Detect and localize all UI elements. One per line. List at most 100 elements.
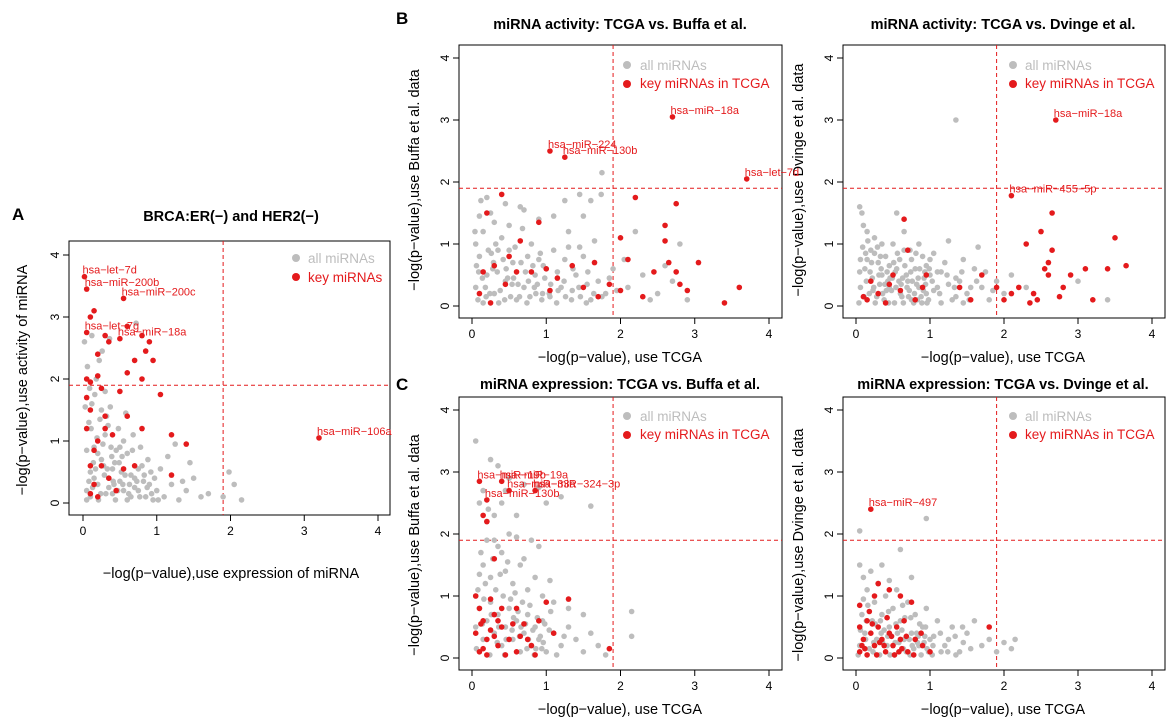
point-key-mirna: [1049, 210, 1055, 216]
point-all-mirna: [510, 259, 516, 266]
point-all-mirna: [537, 633, 544, 640]
point-all-mirna: [912, 611, 918, 618]
point-key-mirna: [860, 293, 867, 300]
point-key-mirna: [484, 210, 490, 216]
point-all-mirna: [482, 580, 489, 587]
x-tick-label: 1: [927, 679, 934, 693]
point-key-mirna: [550, 630, 557, 636]
point-all-mirna: [588, 503, 594, 509]
point-all-mirna: [898, 281, 904, 288]
point-all-mirna: [504, 559, 511, 565]
point-all-mirna: [894, 250, 901, 257]
point-all-mirna: [860, 222, 867, 229]
point-key-mirna: [562, 154, 568, 160]
legend-label-key: key miRNAs: [308, 270, 383, 285]
point-key-mirna: [1056, 293, 1063, 300]
point-key-mirna: [498, 624, 505, 630]
point-all-mirna: [865, 238, 871, 244]
plot-expression-dvinge: 0 1 2 3 4 0 1 2 3 4 hsa−miR−497: [822, 396, 1166, 693]
point-all-mirna: [135, 466, 142, 472]
point-key-mirna: [502, 652, 509, 658]
point-all-mirna: [924, 300, 930, 306]
point-key-mirna: [487, 596, 494, 602]
point-key-mirna: [897, 287, 904, 294]
point-key-mirna: [923, 272, 930, 278]
point-all-mirna: [521, 556, 527, 562]
chart-brca-er-her2: BRCA:ER(−) and HER2(−) −log(p−value),use…: [15, 209, 383, 582]
point-key-mirna: [856, 602, 863, 609]
point-all-mirna: [602, 290, 609, 297]
point-key-mirna: [83, 286, 90, 292]
point-key-mirna: [864, 297, 870, 303]
point-all-mirna: [494, 269, 501, 275]
point-all-mirna: [107, 404, 114, 410]
point-key-mirna: [83, 376, 90, 382]
point-all-mirna: [148, 469, 154, 475]
point-key-mirna: [513, 649, 520, 655]
point-all-mirna: [568, 297, 575, 303]
point-key-mirna: [532, 487, 538, 494]
point-all-mirna: [866, 645, 873, 652]
point-all-mirna: [868, 247, 874, 253]
point-all-mirna: [122, 472, 128, 478]
point-all-mirna: [879, 290, 886, 297]
point-all-mirna: [546, 627, 553, 633]
x-tick-label: 1: [543, 327, 550, 341]
point-all-mirna: [927, 256, 933, 263]
y-axis-label: −log(p−value),use activity of miRNA: [15, 264, 31, 495]
point-all-mirna: [883, 287, 890, 294]
point-all-mirna: [99, 348, 105, 354]
point-key-mirna: [109, 432, 116, 438]
point-key-mirna: [856, 624, 863, 630]
point-all-mirna: [956, 649, 963, 655]
point-key-mirna: [866, 608, 873, 615]
legend-label-all: all miRNAs: [308, 251, 375, 266]
x-tick-label: 3: [1075, 679, 1082, 693]
point-all-mirna: [472, 241, 479, 247]
point-all-mirna: [502, 568, 509, 574]
point-key-mirna: [94, 494, 101, 500]
legend-label-key: key miRNAs in TCGA: [1025, 427, 1155, 442]
point-all-mirna: [124, 497, 131, 503]
point-all-mirna: [550, 213, 557, 219]
point-all-mirna: [86, 385, 93, 392]
point-all-mirna: [536, 543, 542, 550]
point-key-mirna: [868, 278, 874, 285]
point-key-mirna: [476, 605, 483, 612]
point-all-mirna: [110, 478, 117, 485]
y-tick-label: 3: [822, 468, 836, 475]
point-all-mirna: [901, 228, 907, 235]
point-all-mirna: [503, 266, 509, 272]
point-all-mirna: [478, 197, 484, 204]
point-all-mirna: [971, 618, 978, 624]
y-tick-label: 2: [822, 530, 836, 537]
point-all-mirna: [569, 287, 576, 294]
point-key-mirna: [1038, 228, 1044, 235]
point-key-mirna: [897, 636, 904, 643]
point-all-mirna: [862, 266, 868, 272]
point-all-mirna: [945, 238, 952, 244]
point-all-mirna: [859, 244, 866, 250]
point-key-mirna: [860, 636, 867, 643]
point-all-mirna: [522, 269, 529, 275]
point-all-mirna: [537, 250, 544, 257]
point-all-mirna: [971, 266, 978, 272]
point-all-mirna: [532, 574, 538, 581]
point-all-mirna: [871, 599, 878, 605]
point-all-mirna: [484, 272, 490, 278]
x-axis-label: −log(p−value), use TCGA: [921, 350, 1085, 366]
point-all-mirna: [491, 537, 498, 543]
point-all-mirna: [856, 300, 862, 306]
point-key-mirna: [651, 269, 657, 275]
point-all-mirna: [884, 269, 890, 275]
point-all-mirna: [890, 241, 896, 247]
point-all-mirna: [907, 614, 914, 621]
point-all-mirna: [862, 630, 868, 636]
point-all-mirna: [473, 262, 480, 269]
point-all-mirna: [151, 475, 158, 482]
chart-activity-dvinge: miRNA activity: TCGA vs. Dvinge et al. −…: [791, 17, 1155, 366]
point-key-mirna: [888, 633, 895, 640]
point-all-mirna: [168, 481, 175, 488]
point-key-mirna: [1045, 272, 1052, 278]
point-annotation: hsa−miR−19b: [477, 469, 546, 481]
